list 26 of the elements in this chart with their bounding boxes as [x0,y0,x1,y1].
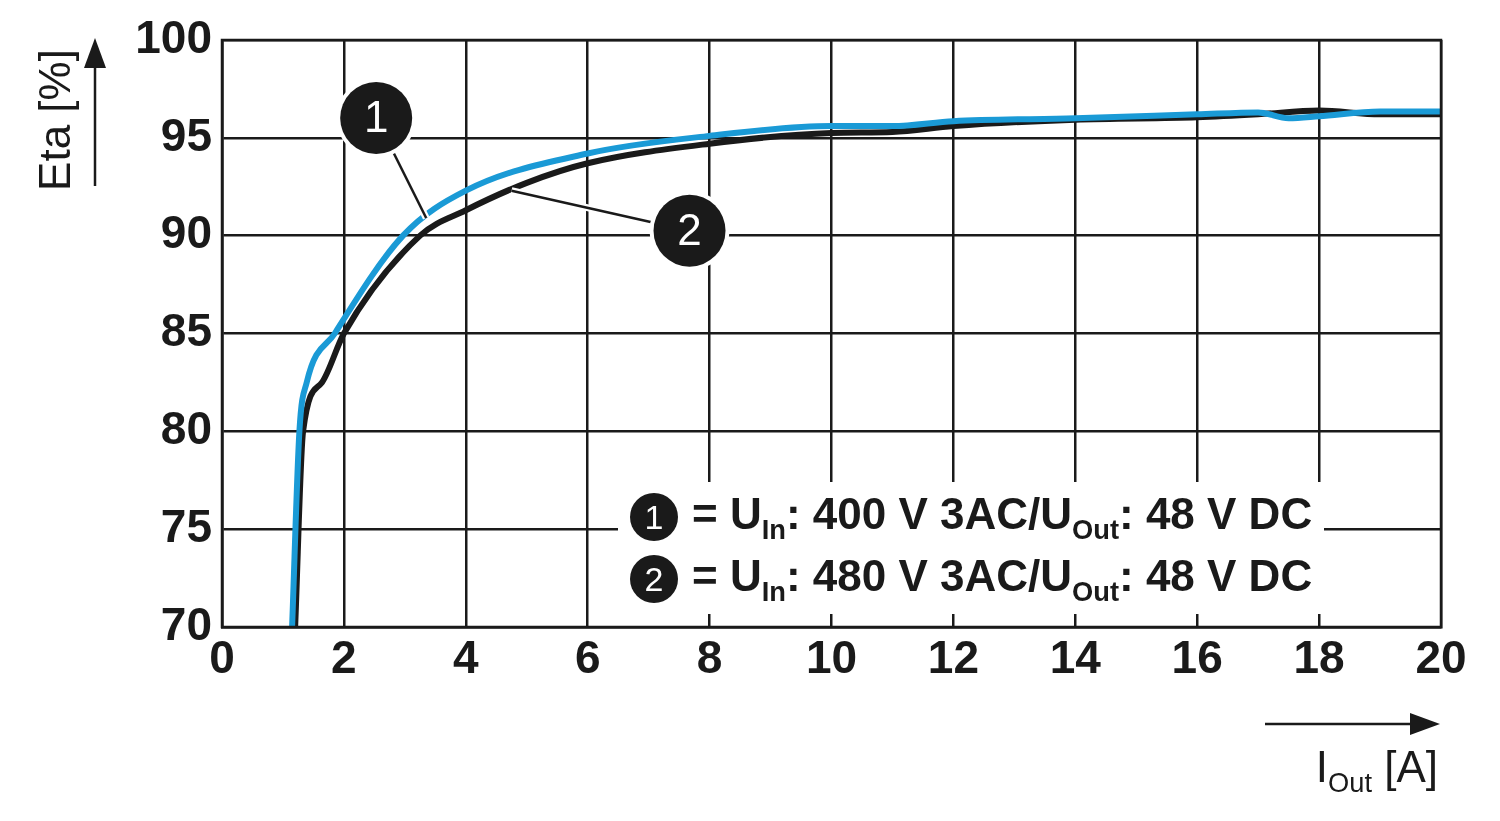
x-tick-label: 0 [209,631,235,684]
y-tick-label: 80 [160,402,212,455]
y-tick-label: 70 [160,597,212,650]
x-tick-label: 2 [331,631,357,684]
annotation: 2 [677,204,702,254]
x-tick-label: 6 [574,631,601,684]
y-tick-label: 100 [135,10,212,63]
x-tick-label: 18 [1293,631,1345,684]
annotation: = U$_{In}$: 480 V 3AC/U$_{Out}$: 48 V DC [692,550,1313,608]
annotation: 1 [363,92,389,142]
x-axis-title: I$_{Out}$ [A] [1315,742,1438,799]
x-tick-label: 4 [453,631,479,684]
y-tick-label: 95 [160,108,212,161]
y-axis-title: Eta [%] [30,49,80,191]
x-tick-label: 16 [1171,631,1223,684]
circle-number-icon: 2 [630,555,678,603]
x-tick-label: 14 [1049,631,1102,684]
y-tick-label: 85 [160,304,212,357]
x-tick-label: 10 [805,631,858,684]
y-tick-label: 90 [160,206,212,259]
y-tick-label: 75 [160,499,212,552]
x-tick-label: 8 [696,631,723,684]
annotation: = U$_{In}$: 400 V 3AC/U$_{Out}$: 48 V DC [692,488,1313,546]
x-tick-label: 12 [927,631,979,684]
circle-number-icon: 1 [630,493,678,541]
x-tick-label: 20 [1415,631,1467,684]
